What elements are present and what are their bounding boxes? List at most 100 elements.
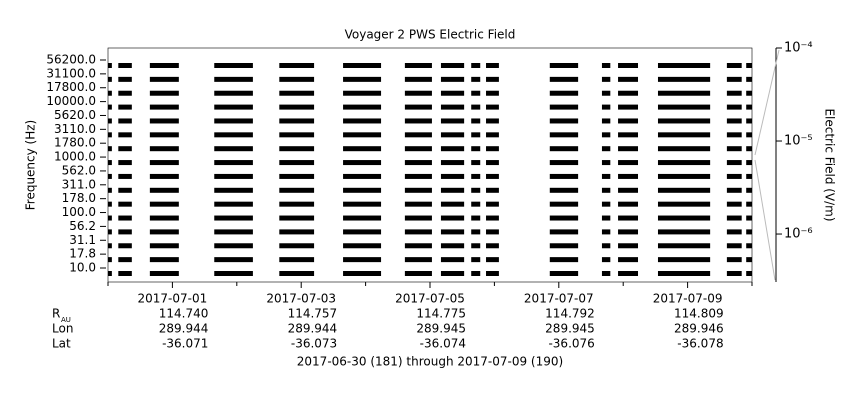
data-segment <box>149 173 179 179</box>
data-segment <box>471 160 481 166</box>
data-segment <box>404 243 432 249</box>
data-segment <box>471 201 481 207</box>
data-segment <box>149 146 179 152</box>
data-segment <box>657 173 711 179</box>
data-segment <box>601 160 611 166</box>
data-segment <box>214 243 253 249</box>
data-segment <box>343 173 382 179</box>
data-segment <box>549 201 579 207</box>
data-segment <box>618 229 639 235</box>
data-segment <box>726 229 742 235</box>
data-segment <box>118 271 132 276</box>
data-segment <box>149 243 179 249</box>
data-segment <box>404 201 432 207</box>
data-segment <box>549 271 579 276</box>
data-segment <box>149 271 179 276</box>
x-tick-label: 2017-07-03 <box>266 292 336 306</box>
ephemeris-sub: AU <box>61 316 71 324</box>
data-segment <box>108 146 112 152</box>
data-segment <box>118 215 132 221</box>
data-segment <box>657 104 711 110</box>
data-segment <box>108 76 112 82</box>
data-segment <box>486 104 499 110</box>
data-segment <box>440 63 465 68</box>
data-segment <box>440 257 465 263</box>
data-segment <box>118 243 132 249</box>
data-segment <box>440 271 465 276</box>
data-segment <box>214 63 253 68</box>
data-segment <box>343 132 382 138</box>
data-segment <box>726 257 742 263</box>
data-segment <box>486 146 499 152</box>
data-segment <box>618 173 639 179</box>
data-segment <box>343 243 382 249</box>
data-segment <box>149 118 179 124</box>
data-segment <box>618 160 639 166</box>
data-segment <box>118 201 132 207</box>
data-segment <box>486 215 499 221</box>
y-tick-label: 100.0 <box>62 205 96 219</box>
data-segment <box>214 104 253 110</box>
data-segment <box>657 146 711 152</box>
data-segment <box>214 257 253 263</box>
ephemeris-label: Lat <box>52 337 71 351</box>
data-segment <box>726 132 742 138</box>
y-tick-label: 1780.0 <box>54 136 96 150</box>
data-segment <box>746 63 752 68</box>
data-segment <box>343 271 382 276</box>
data-segment <box>486 118 499 124</box>
data-segment <box>149 76 179 82</box>
data-segment <box>726 63 742 68</box>
data-segment <box>549 76 579 82</box>
y-tick-label: 1000.0 <box>54 150 96 164</box>
data-segment <box>214 160 253 166</box>
data-segment <box>486 201 499 207</box>
data-segment <box>440 173 465 179</box>
data-segment <box>279 76 315 82</box>
data-segment <box>549 90 579 96</box>
data-segment <box>343 201 382 207</box>
data-segment <box>343 160 382 166</box>
data-segment <box>601 243 611 249</box>
data-segment <box>343 76 382 82</box>
y2-tick-label: 10⁻⁴ <box>784 41 813 56</box>
data-segment <box>486 63 499 68</box>
data-segment <box>471 104 481 110</box>
data-segment <box>149 229 179 235</box>
data-segment <box>726 173 742 179</box>
data-segment <box>279 229 315 235</box>
data-segment <box>726 90 742 96</box>
data-segment <box>726 146 742 152</box>
data-segment <box>149 187 179 193</box>
y2-tick-label: 10⁻⁶ <box>784 227 813 242</box>
data-segment <box>601 118 611 124</box>
ephemeris-label: Lon <box>52 322 73 336</box>
data-segment <box>486 173 499 179</box>
data-segment <box>549 257 579 263</box>
data-segment <box>279 243 315 249</box>
data-segment <box>486 257 499 263</box>
data-segment <box>214 215 253 221</box>
data-segment <box>657 90 711 96</box>
data-segment <box>486 132 499 138</box>
data-segment <box>618 118 639 124</box>
data-segment <box>214 201 253 207</box>
data-segment <box>108 201 112 207</box>
ephemeris-value: -36.078 <box>677 337 723 351</box>
data-segment <box>108 160 112 166</box>
data-segment <box>746 132 752 138</box>
data-segment <box>726 243 742 249</box>
y2-axis-label: Electric Field (V/m) <box>823 108 837 221</box>
data-segment <box>618 187 639 193</box>
x-tick-label: 2017-07-01 <box>138 292 208 306</box>
x-tick-label: 2017-07-07 <box>524 292 594 306</box>
data-segment <box>549 243 579 249</box>
data-segment <box>279 271 315 276</box>
data-segment <box>746 76 752 82</box>
data-segment <box>471 229 481 235</box>
data-segment <box>108 271 112 276</box>
data-segment <box>486 243 499 249</box>
data-segment <box>726 104 742 110</box>
data-segment <box>746 271 752 276</box>
